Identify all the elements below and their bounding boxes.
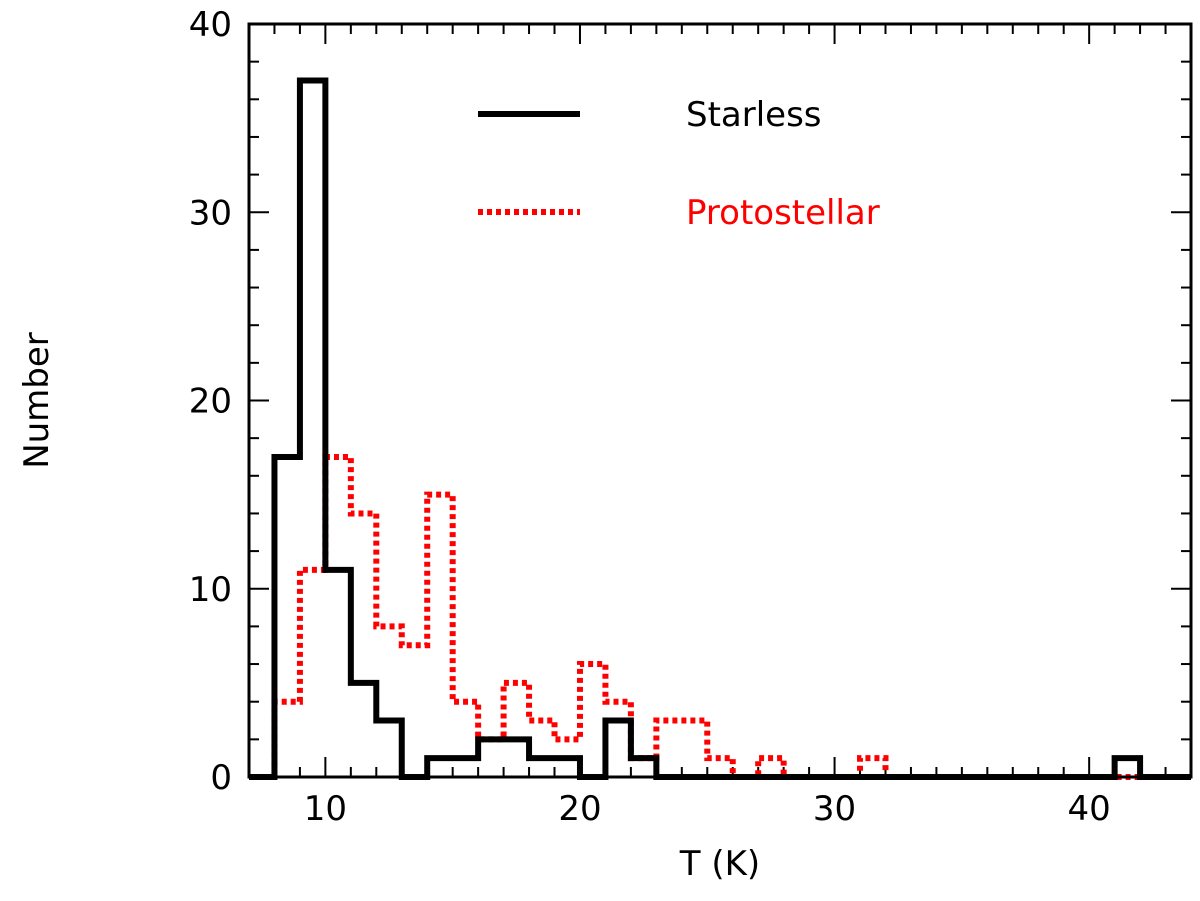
legend-label-starless: Starless bbox=[686, 95, 822, 135]
y-tick-label: 0 bbox=[210, 758, 232, 798]
y-tick-label: 40 bbox=[189, 5, 232, 45]
y-tick-label: 10 bbox=[189, 570, 232, 610]
y-axis-label: Number bbox=[17, 332, 57, 469]
y-tick-label: 20 bbox=[189, 382, 232, 422]
series-protostellar bbox=[249, 453, 1191, 780]
x-tick-label: 20 bbox=[558, 789, 601, 829]
x-tick-label: 40 bbox=[1068, 789, 1111, 829]
plot-frame bbox=[247, 22, 1193, 779]
x-tick-label: 10 bbox=[304, 789, 347, 829]
x-tick-label: 30 bbox=[813, 789, 856, 829]
tick-labels: 10 20 30 40 0 10 20 30 40 bbox=[189, 5, 1111, 829]
legend-label-protostellar: Protostellar bbox=[686, 193, 880, 233]
y-tick-label: 30 bbox=[189, 193, 232, 233]
x-axis-label: T (K) bbox=[679, 844, 760, 884]
legend: Starless Protostellar bbox=[478, 95, 880, 233]
